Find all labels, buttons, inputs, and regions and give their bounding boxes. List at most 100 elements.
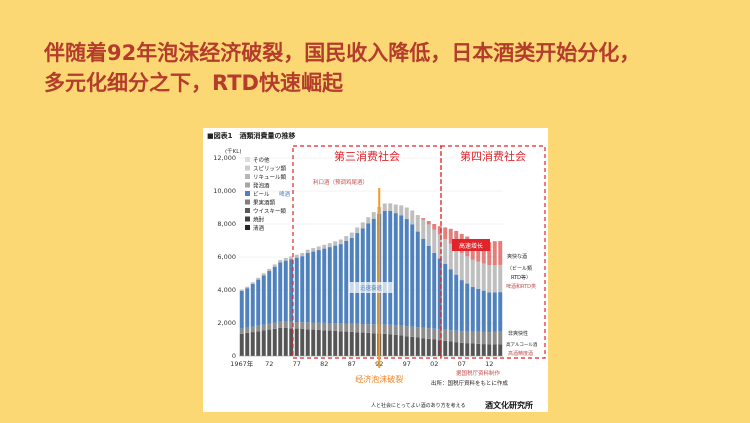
bar-segment xyxy=(388,203,393,211)
legend-label: ウイスキー類 xyxy=(253,207,286,215)
x-tick-label: 07 xyxy=(458,360,466,368)
bar-segment xyxy=(448,269,453,331)
chart-card: ■図表1 酒類消費量の推移 (千KL) 0 2,000 4,000 6,000 8,00… xyxy=(203,128,548,412)
y-tick-label: 12,000 xyxy=(213,154,236,162)
legend-swatch xyxy=(245,174,250,179)
bar-segment xyxy=(432,339,437,356)
bar-segment xyxy=(465,283,470,332)
bar-segment xyxy=(267,268,272,272)
bar-segment xyxy=(481,290,486,332)
bar-segment xyxy=(333,330,338,356)
bar-segment xyxy=(410,336,415,356)
right-rtd-line2: （ビール類 xyxy=(507,265,532,272)
bar-segment xyxy=(459,252,464,281)
bar-segment xyxy=(305,253,310,323)
bar-segment xyxy=(454,274,459,331)
bar-segment xyxy=(360,332,365,356)
bar-segment xyxy=(344,323,349,332)
bar-segment xyxy=(239,328,244,334)
legend-label: 果実酒類 xyxy=(253,199,276,207)
bar-segment xyxy=(388,210,393,325)
y-tick-label: 6,000 xyxy=(217,253,236,261)
bar-segment xyxy=(261,324,266,331)
bar-segment xyxy=(349,232,354,238)
bar-segment xyxy=(333,245,338,324)
right-low-line2: 高アルコール酒 xyxy=(506,341,538,348)
bubble-burst-label: 经济泡沫破裂 xyxy=(355,374,403,384)
bar-segment xyxy=(432,252,437,329)
bar-segment xyxy=(437,234,442,259)
bar-segment xyxy=(338,323,343,332)
y-tick-label: 0 xyxy=(232,352,236,360)
bar-segment xyxy=(278,321,283,328)
liquor-consumption-chart: ■図表1 酒類消費量の推移 (千KL) 0 2,000 4,000 6,000 8,00… xyxy=(207,131,546,410)
bar-segment xyxy=(300,328,305,356)
bar-segment xyxy=(393,334,398,356)
bar-segment xyxy=(327,330,332,356)
bar-segment xyxy=(399,335,404,356)
bar-segment xyxy=(487,265,492,293)
bar-segment xyxy=(294,254,299,258)
bar-segment xyxy=(355,227,360,234)
bar-segment xyxy=(415,215,420,232)
bar-segment xyxy=(322,330,327,356)
bar-segment xyxy=(399,325,404,336)
bar-segment xyxy=(432,328,437,340)
bar-segment xyxy=(338,239,343,245)
bar-segment xyxy=(410,210,415,225)
bar-segment xyxy=(344,240,349,324)
unit-label: (千KL) xyxy=(225,147,241,155)
bar-segment xyxy=(393,325,398,335)
bar-segment xyxy=(250,332,255,356)
bar-segment xyxy=(492,344,497,356)
bar-segment xyxy=(454,342,459,356)
bar-segment xyxy=(283,327,288,356)
bar-segment xyxy=(465,256,470,284)
bar-segment xyxy=(289,321,294,329)
bar-segment xyxy=(311,322,316,330)
bar-segment xyxy=(470,259,475,288)
bar-segment xyxy=(421,218,426,220)
bar-segment xyxy=(256,325,261,332)
bar-segment xyxy=(421,327,426,339)
legend-swatch xyxy=(245,191,250,196)
bar-segment xyxy=(498,264,503,293)
bar-segment xyxy=(443,329,448,341)
bar-segment xyxy=(399,215,404,326)
y-tick-label: 4,000 xyxy=(217,286,236,294)
bar-segment xyxy=(333,241,338,246)
right-rtd-line1: 爽快な酒 xyxy=(507,253,527,260)
slide-title: 伴随着92年泡沫经济破裂，国民收入降低，日本酒类开始分化， 多元化细分之下，RT… xyxy=(44,38,744,98)
rtd-growth-label: 高速增长 xyxy=(459,242,483,250)
bar-segment xyxy=(437,258,442,330)
bar-segment xyxy=(327,323,332,331)
bar-segment xyxy=(272,264,277,267)
bar-segment xyxy=(355,332,360,356)
bar-segment xyxy=(415,337,420,356)
legend-label: その他 xyxy=(253,156,270,164)
x-tick-label: 02 xyxy=(430,360,438,368)
chart-title: ■図表1 酒類消費量の推移 xyxy=(207,131,295,140)
bar-segment xyxy=(476,331,481,344)
bar-segment xyxy=(256,279,261,326)
bar-segment xyxy=(322,322,327,331)
x-tick-label: 72 xyxy=(265,360,273,368)
bar-segment xyxy=(470,331,475,344)
bar-segment xyxy=(388,324,393,335)
bar-segment xyxy=(327,247,332,323)
bar-segment xyxy=(492,265,497,293)
bar-segment xyxy=(300,322,305,329)
bar-segment xyxy=(443,340,448,356)
bar-segment xyxy=(476,343,481,356)
bar-segment xyxy=(404,326,409,337)
bar-segment xyxy=(344,236,349,241)
bar-segment xyxy=(245,286,250,289)
bar-segment xyxy=(426,245,431,329)
bar-segment xyxy=(338,331,343,356)
legend-swatch xyxy=(245,225,250,230)
bar-segment xyxy=(272,328,277,356)
bar-segment xyxy=(316,246,321,251)
x-tick-label: 1967年 xyxy=(230,359,254,368)
bar-segment xyxy=(344,331,349,356)
